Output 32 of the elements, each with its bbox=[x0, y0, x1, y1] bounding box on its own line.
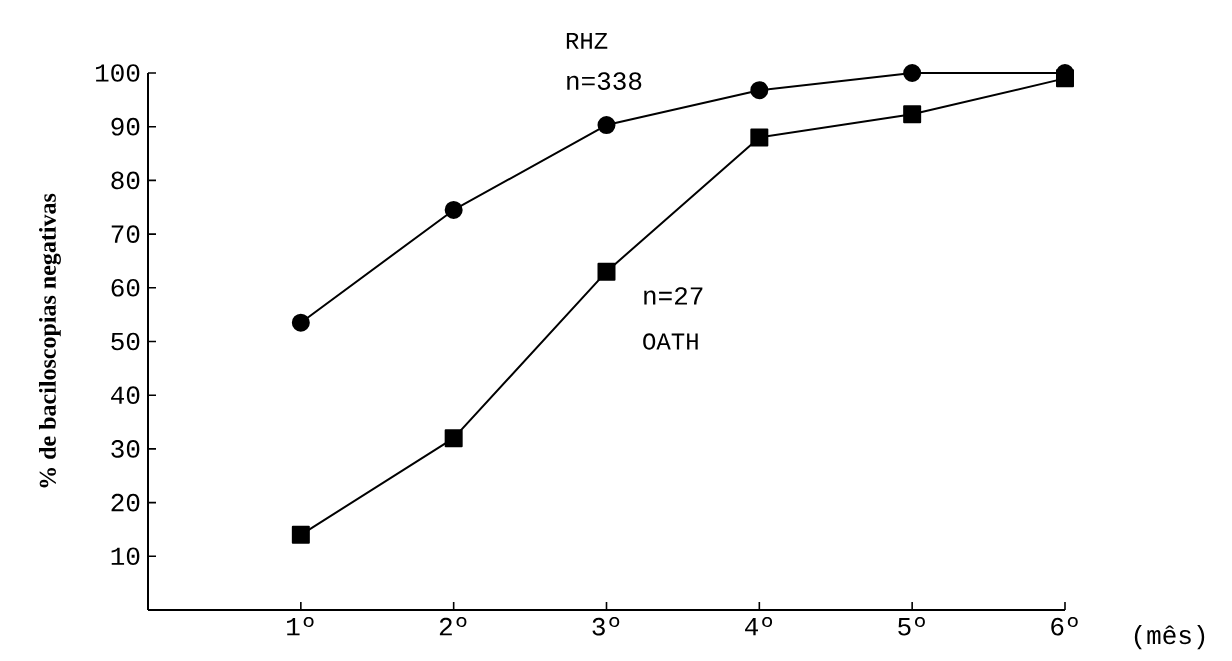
y-tick-label: 10 bbox=[111, 547, 140, 566]
point bbox=[291, 525, 310, 544]
point bbox=[750, 128, 769, 147]
y-tick-label: 60 bbox=[111, 278, 140, 297]
x-tick-label: 5º bbox=[898, 617, 925, 636]
x-tick-label: 6º bbox=[1051, 617, 1078, 636]
text: RHZ bbox=[566, 32, 608, 49]
y-tick-label: 30 bbox=[111, 440, 140, 458]
y-tick-label: 20 bbox=[111, 493, 140, 512]
annotation: n=27 bbox=[644, 287, 703, 305]
point bbox=[750, 81, 769, 100]
point bbox=[597, 262, 616, 281]
y-tick-label: 50 bbox=[111, 332, 140, 351]
x-tick-label: 4º bbox=[745, 617, 773, 636]
point bbox=[903, 64, 922, 82]
text: OATH bbox=[643, 333, 698, 350]
y-tick-label: 70 bbox=[111, 225, 140, 243]
y-tick-label: 40 bbox=[111, 386, 140, 405]
x-tick-label: 3º bbox=[592, 617, 620, 636]
x-tick-label: 1º bbox=[287, 617, 314, 636]
y-axis-title: % de baciloscopias negativas bbox=[38, 193, 61, 488]
point bbox=[444, 429, 463, 448]
point bbox=[444, 200, 463, 219]
x-tick-label: 2º bbox=[439, 617, 467, 636]
point bbox=[291, 313, 310, 332]
y-tick-label: 100 bbox=[96, 64, 140, 82]
point bbox=[903, 105, 922, 124]
y-tick-label: 90 bbox=[111, 117, 140, 136]
y-tick-label: 80 bbox=[111, 171, 140, 190]
x-axis-title: (mês) bbox=[1134, 625, 1205, 650]
annotation: n=338 bbox=[567, 72, 642, 90]
point bbox=[597, 116, 616, 135]
